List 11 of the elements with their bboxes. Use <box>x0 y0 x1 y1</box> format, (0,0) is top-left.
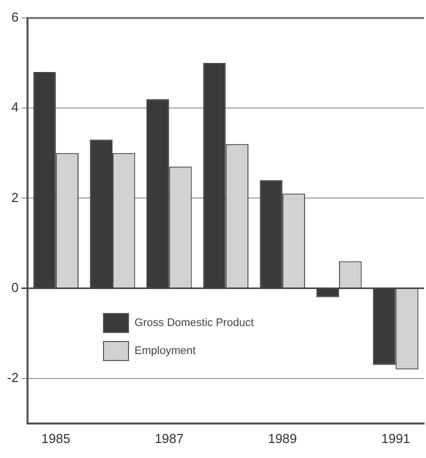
legend-label: Gross Domestic Product <box>134 317 254 330</box>
y-tick-label: 0 <box>11 280 19 295</box>
x-tick-label: 1991 <box>381 430 410 446</box>
y-tick-label: 4 <box>11 100 19 115</box>
x-tick-label: 1985 <box>41 430 70 446</box>
legend-label: Employment <box>134 345 196 358</box>
x-tick-label: 1987 <box>154 430 184 446</box>
y-tick-label: -2 <box>6 370 19 385</box>
y-tick-label: 6 <box>11 10 19 25</box>
x-tick-label: 1989 <box>268 430 297 446</box>
y-tick-label: 2 <box>11 190 19 205</box>
